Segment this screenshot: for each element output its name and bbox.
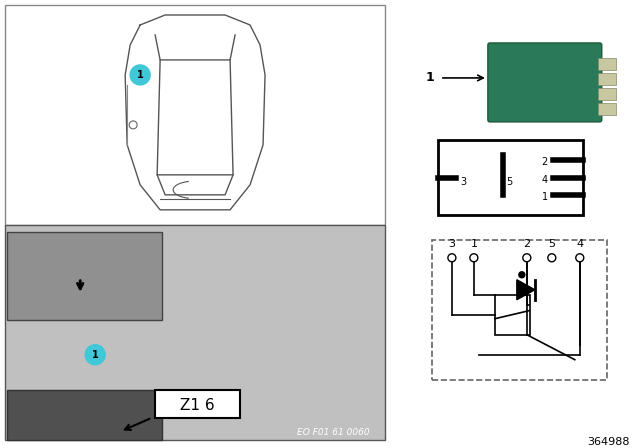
Text: 1: 1 <box>426 71 435 84</box>
Bar <box>598 88 616 100</box>
Bar <box>598 73 616 85</box>
Text: 5: 5 <box>548 239 556 249</box>
Bar <box>432 240 607 379</box>
Bar <box>598 103 616 115</box>
Text: 3: 3 <box>449 239 456 249</box>
Text: 1: 1 <box>541 192 548 202</box>
Text: 1: 1 <box>92 350 99 360</box>
Text: 1: 1 <box>470 239 477 249</box>
Bar <box>5 5 385 225</box>
Circle shape <box>85 345 105 365</box>
Bar <box>5 225 385 439</box>
Text: 4: 4 <box>576 239 583 249</box>
Polygon shape <box>517 280 535 300</box>
Text: 1: 1 <box>137 70 143 80</box>
Circle shape <box>130 65 150 85</box>
Text: 364988: 364988 <box>588 437 630 447</box>
Text: EO F01 61 0060: EO F01 61 0060 <box>298 428 370 437</box>
Bar <box>7 390 162 439</box>
Bar <box>495 295 530 335</box>
Bar <box>7 232 162 320</box>
Text: 3: 3 <box>460 177 466 187</box>
FancyBboxPatch shape <box>488 43 602 122</box>
Text: 2: 2 <box>541 157 548 167</box>
Bar <box>438 140 583 215</box>
Text: 5: 5 <box>506 177 512 187</box>
Bar <box>598 58 616 70</box>
Circle shape <box>519 272 525 278</box>
Text: 4: 4 <box>541 175 548 185</box>
Text: Z1 6: Z1 6 <box>180 398 214 413</box>
Text: 2: 2 <box>524 239 531 249</box>
Bar <box>155 390 240 418</box>
